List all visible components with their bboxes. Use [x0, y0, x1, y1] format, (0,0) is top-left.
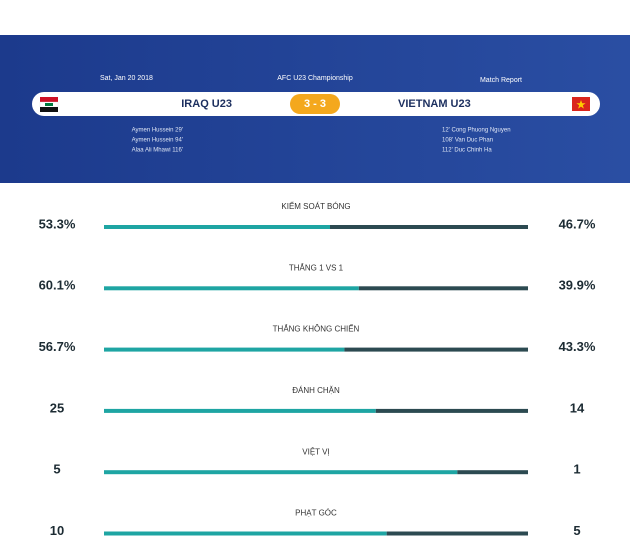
home-bar — [104, 286, 359, 291]
away-value: 5 — [573, 523, 580, 538]
home-value: 60.1% — [39, 278, 76, 293]
away-scorer: 108' Van Duc Phan — [442, 138, 493, 144]
stat-label: THẮNG KHÔNG CHIẾN — [273, 324, 360, 334]
away-value: 43.3% — [559, 339, 596, 354]
away-value: 14 — [570, 400, 585, 415]
home-bar — [104, 470, 458, 475]
home-team: IRAQ U23 — [181, 98, 232, 110]
away-scorer: 112' Duc Chinh Ha — [442, 148, 492, 154]
competition: AFC U23 Championship — [277, 75, 353, 82]
vietnam-flag — [572, 97, 590, 111]
home-scorer: Alaa Ali Mhawi 116' — [132, 148, 183, 154]
home-bar — [104, 347, 345, 352]
stat-label: ĐÁNH CHẶN — [292, 386, 340, 395]
home-scorer: Aymen Hussein 29' — [132, 128, 183, 134]
away-bar — [329, 225, 528, 229]
match-report-link: Match Report — [480, 77, 522, 84]
home-value: 25 — [50, 400, 64, 415]
away-team: VIETNAM U23 — [398, 98, 471, 110]
home-scorer: Aymen Hussein 94' — [132, 138, 183, 144]
away-bar — [344, 347, 528, 352]
stat-label: KIỂM SOÁT BÓNG — [281, 202, 350, 211]
away-bar — [375, 408, 528, 413]
away-scorer: 12' Cong Phuong Nguyen — [442, 128, 511, 134]
stat-label: VIỆT VỊ — [302, 447, 329, 456]
stats: KIỂM SOÁT BÓNG 53.3% 46.7% THẮNG 1 VS 1 60.1… — [39, 202, 596, 538]
score-pill — [290, 94, 340, 114]
away-bar — [386, 531, 528, 536]
stat-label: THẮNG 1 VS 1 — [289, 263, 344, 272]
score: 3 - 3 — [304, 98, 326, 110]
away-value: 39.9% — [559, 278, 596, 293]
stat-label: PHẠT GÓC — [295, 509, 337, 518]
home-bar — [104, 408, 376, 413]
home-value: 5 — [53, 462, 60, 477]
home-bar — [104, 531, 387, 536]
scorers: Aymen Hussein 29' Aymen Hussein 94' Alaa A… — [132, 128, 511, 154]
away-bar — [358, 286, 528, 291]
away-value: 1 — [573, 462, 580, 477]
iraq-flag — [39, 97, 59, 112]
match-date: Sat, Jan 20 2018 — [100, 75, 153, 82]
home-value: 53.3% — [39, 216, 76, 231]
home-value: 56.7% — [39, 339, 76, 354]
away-value: 46.7% — [559, 216, 596, 231]
home-value: 10 — [50, 523, 64, 538]
home-bar — [104, 225, 330, 229]
away-bar — [457, 470, 528, 475]
